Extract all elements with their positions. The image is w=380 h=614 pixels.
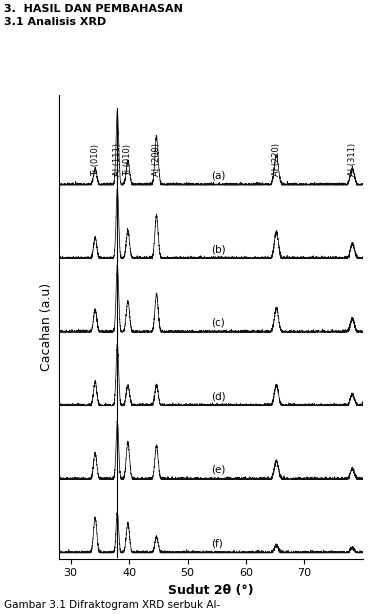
Text: (e): (e)	[211, 465, 225, 475]
Text: (d): (d)	[211, 391, 225, 402]
Text: (b): (b)	[211, 244, 225, 254]
Text: Ti (010): Ti (010)	[91, 144, 100, 176]
Text: Al (311): Al (311)	[348, 143, 357, 176]
Text: Al (220): Al (220)	[272, 143, 281, 176]
Text: Gambar 3.1 Difraktogram XRD serbuk Al-: Gambar 3.1 Difraktogram XRD serbuk Al-	[4, 600, 220, 610]
Text: Al (111): Al (111)	[113, 143, 122, 176]
Text: (c): (c)	[211, 317, 225, 328]
Text: 3.  HASIL DAN PEMBAHASAN: 3. HASIL DAN PEMBAHASAN	[4, 4, 183, 14]
Text: Al (200): Al (200)	[152, 143, 161, 176]
Text: Ti (010): Ti (010)	[124, 144, 132, 176]
Text: 3.1 Analisis XRD: 3.1 Analisis XRD	[4, 17, 106, 27]
Text: (a): (a)	[211, 171, 225, 181]
Text: (f): (f)	[211, 538, 223, 548]
Y-axis label: Cacahan (a.u): Cacahan (a.u)	[40, 283, 53, 371]
X-axis label: Sudut 2θ (°): Sudut 2θ (°)	[168, 584, 254, 597]
